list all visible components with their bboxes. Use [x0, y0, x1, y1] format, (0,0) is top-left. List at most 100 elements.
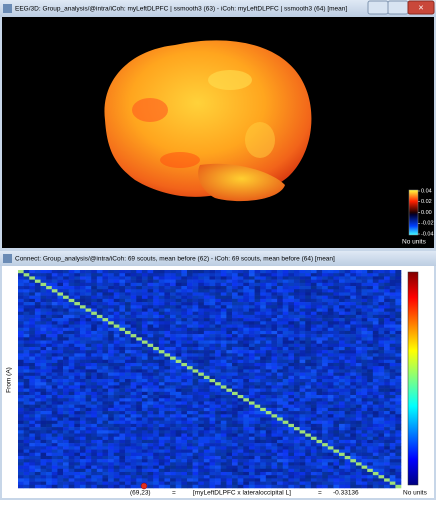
matrix-cell — [220, 295, 227, 300]
matrix-cell — [29, 318, 36, 322]
matrix-cell — [63, 334, 69, 338]
matrix-cell — [237, 375, 244, 380]
matrix-cell — [74, 298, 81, 303]
matrix-cell — [91, 420, 98, 425]
matrix-cell — [316, 356, 323, 361]
matrix-cell — [170, 455, 177, 460]
matrix-cell — [119, 372, 126, 377]
matrix-cell — [29, 407, 36, 412]
matrix-cell — [209, 427, 216, 431]
matrix-cell — [237, 388, 244, 393]
matrix-cell — [192, 279, 199, 284]
matrix-cell — [215, 420, 222, 425]
matrix-cell — [333, 455, 340, 460]
matrix-cell — [232, 414, 238, 418]
matrix-cell — [46, 420, 53, 425]
matrix-cell — [141, 449, 148, 454]
minimize-button[interactable] — [367, 0, 389, 15]
matrix-cell — [192, 343, 199, 348]
matrix-cell — [372, 449, 379, 454]
matrix-cell — [29, 314, 36, 319]
matrix-cell — [389, 356, 396, 361]
matrix-cell — [265, 388, 272, 393]
matrix-cell — [299, 475, 306, 479]
matrix-cell — [378, 446, 385, 450]
matrix-cell — [79, 471, 86, 476]
matrix-cell — [170, 478, 177, 482]
matrix-cell — [395, 282, 402, 287]
matrix-cell — [299, 443, 306, 447]
matrix-cell — [333, 298, 340, 303]
matrix-cell — [141, 436, 148, 441]
matrix-cell — [198, 468, 205, 473]
matrix-cell — [361, 401, 368, 405]
matrix-cell — [215, 430, 222, 434]
matrix-cell — [333, 362, 340, 367]
matrix-cell — [51, 481, 58, 486]
matrix-cell — [367, 305, 374, 309]
matrix-cell — [18, 475, 24, 479]
matrix-cell — [333, 385, 340, 389]
matrix-cell — [170, 411, 177, 415]
matrix-cell — [153, 388, 160, 393]
matrix-cell — [322, 375, 329, 380]
matrix-cell — [254, 337, 261, 341]
matrix-cell — [113, 276, 120, 280]
matrix-cell — [136, 327, 143, 332]
matrix-cell — [367, 279, 374, 284]
matrix-cell — [327, 350, 334, 354]
matrix-cell — [186, 417, 193, 421]
matrix-cell — [339, 462, 345, 466]
matrix-cell — [203, 330, 210, 335]
matrix-cell — [254, 401, 261, 405]
matrix-cell — [74, 366, 81, 370]
matrix-cell — [333, 427, 340, 431]
matrix-cell — [141, 468, 148, 473]
matrix-cell — [68, 282, 75, 287]
matrix-cell — [91, 452, 98, 457]
matrix-cell — [23, 443, 30, 447]
matrix-cell — [389, 321, 396, 325]
matrix-cell — [305, 353, 312, 357]
connectivity-matrix[interactable] — [18, 270, 402, 489]
matrix-cell — [158, 270, 165, 274]
matrix-cell — [260, 353, 267, 357]
matrix-cell — [74, 270, 81, 274]
matrix-cell — [288, 407, 295, 412]
matrix-cell — [125, 382, 131, 386]
matrix-cell — [316, 481, 323, 486]
matrix-cell — [170, 465, 177, 470]
matrix-cell — [125, 305, 131, 309]
matrix-cell — [68, 340, 75, 345]
matrix-cell — [113, 468, 120, 473]
matrix-cell — [327, 305, 334, 309]
matrix-cell — [79, 321, 86, 325]
matrix-cell — [186, 427, 193, 431]
matrix-cell — [113, 401, 120, 405]
matrix-cell — [333, 350, 340, 354]
matrix-cell — [316, 475, 323, 479]
matrix-cell — [186, 311, 193, 316]
matrix-cell — [372, 337, 379, 341]
matrix-cell — [63, 471, 69, 476]
matrix-cell — [136, 468, 143, 473]
matrix-cell — [147, 362, 154, 367]
close-button[interactable] — [407, 0, 435, 15]
maximize-button[interactable] — [387, 0, 409, 15]
matrix-cell — [260, 398, 267, 402]
matrix-cell — [277, 468, 284, 473]
matrix-cell — [175, 346, 182, 351]
matrix-cell — [23, 362, 30, 367]
matrix-cell — [265, 334, 272, 338]
matrix-cell — [322, 292, 329, 296]
matrix-cell — [277, 362, 284, 367]
matrix-cell — [192, 273, 199, 277]
matrix-cell — [299, 407, 306, 412]
matrix-cell — [125, 286, 131, 290]
matrix-cell — [51, 311, 58, 316]
matrix-cell — [158, 430, 165, 434]
matrix-cell — [209, 289, 216, 293]
matrix-cell — [192, 327, 199, 332]
matrix-cell — [170, 362, 177, 367]
